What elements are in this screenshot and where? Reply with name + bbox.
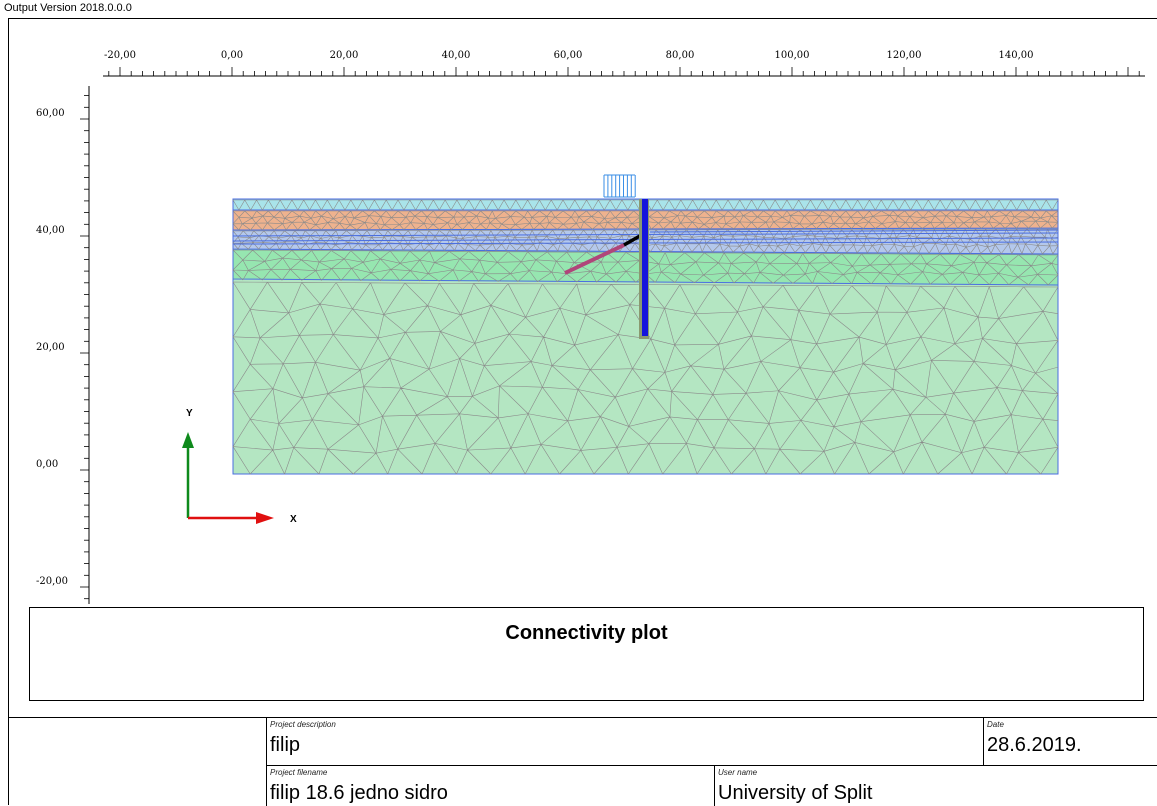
user-name-cell: User name University of Split <box>715 766 1157 806</box>
x-axis-arrowhead <box>256 512 274 524</box>
y-axis-arrowhead <box>182 432 194 448</box>
project-description-value: filip <box>270 734 301 756</box>
x-tick-label: -20,00 <box>104 50 136 61</box>
y-tick-label: 0,00 <box>36 459 58 470</box>
mesh-band <box>232 281 1059 475</box>
soil-model[interactable] <box>232 174 1059 475</box>
mesh-band <box>232 249 1059 286</box>
plot-title: Connectivity plot <box>505 622 668 644</box>
project-description-label: Project description <box>270 720 336 729</box>
plot-frame <box>8 18 1157 805</box>
mesh-band <box>232 210 1059 231</box>
project-description-cell: Project description filip <box>267 718 984 766</box>
date-value: 28.6.2019. <box>987 734 1082 756</box>
x-tick-label: 40,00 <box>442 50 471 61</box>
x-tick-label: 0,00 <box>221 50 243 61</box>
connectivity-plot[interactable]: -20,00 0,00 20,00 40,00 60,00 80,00 100,00 120,… <box>0 0 1157 605</box>
y-tick-label: 40,00 <box>36 225 65 236</box>
anchor-grout[interactable] <box>564 243 625 275</box>
date-label: Date <box>987 720 1004 729</box>
plot-title-box: Connectivity plot <box>29 607 1144 701</box>
x-tick-label: 120,00 <box>887 50 922 61</box>
x-tick-label: 60,00 <box>554 50 583 61</box>
date-cell: Date 28.6.2019. <box>984 718 1157 766</box>
y-tick-label: 60,00 <box>36 108 65 119</box>
mesh-band <box>232 199 1059 211</box>
y-tick-label: 20,00 <box>36 342 65 353</box>
user-name-label: User name <box>718 768 758 777</box>
y-axis-label: Y <box>186 408 193 419</box>
diaphragm-wall[interactable] <box>642 199 648 336</box>
x-axis-ruler: -20,00 0,00 20,00 40,00 60,00 80,00 100,00 120,… <box>103 50 1145 77</box>
user-name-value: University of Split <box>718 782 873 804</box>
x-tick-label: 20,00 <box>330 50 359 61</box>
logo-cell <box>9 718 267 806</box>
axis-gizmo: Y X <box>182 408 297 525</box>
project-filename-cell: Project filename filip 18.6 jedno sidro <box>267 766 715 806</box>
y-axis-ruler: 60,00 40,00 20,00 0,00 -20,00 <box>36 86 90 604</box>
version-label: Output Version 2018.0.0.0 <box>4 2 132 14</box>
x-tick-label: 80,00 <box>666 50 695 61</box>
project-info-table: Project description filip Date 28.6.2019… <box>8 717 1157 806</box>
x-tick-label: 140,00 <box>999 50 1034 61</box>
x-axis-label: X <box>290 514 297 525</box>
surface-load[interactable] <box>603 174 636 198</box>
x-tick-label: 100,00 <box>775 50 810 61</box>
project-filename-label: Project filename <box>270 768 328 777</box>
project-filename-value: filip 18.6 jedno sidro <box>270 782 448 804</box>
y-tick-label: -20,00 <box>36 576 68 587</box>
